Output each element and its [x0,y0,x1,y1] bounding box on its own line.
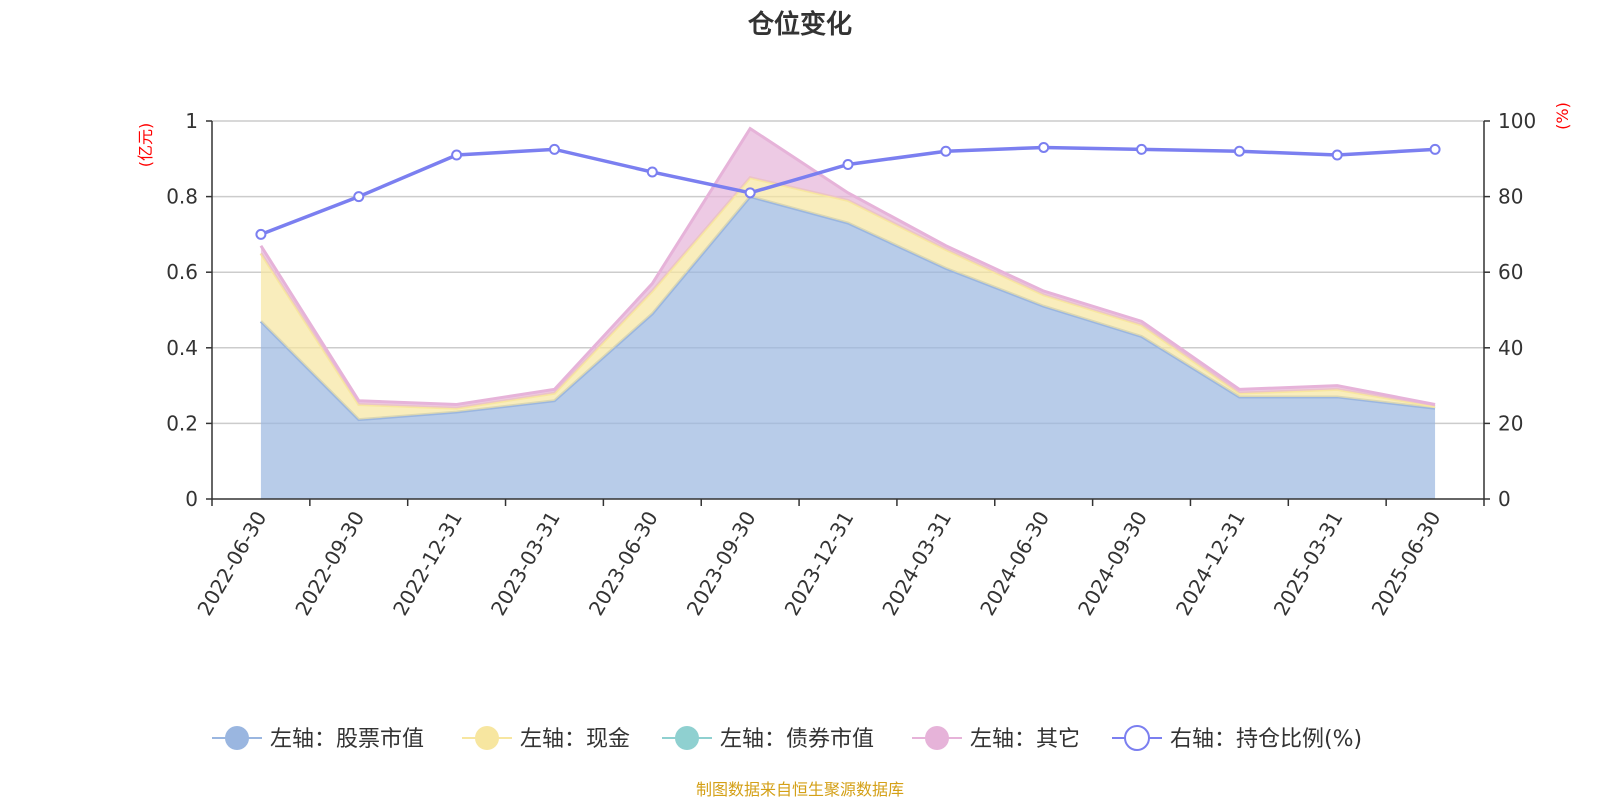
legend-label: 左轴：债券市值 [720,727,874,752]
x-tick-label: 2024-03-31 [877,507,956,620]
x-tick-label: 2025-03-31 [1269,507,1348,620]
legend-marker [475,726,499,750]
legend-marker [225,726,249,750]
area-line-3 [259,126,1436,407]
legend[interactable]: 左轴：股票市值 左轴：现金 左轴：债券市值 左轴：其它 右轴：持仓比例(%) [212,725,1362,752]
x-tick-label: 2025-06-30 [1367,507,1446,620]
x-tick-label: 2022-12-31 [388,507,467,620]
data-point [842,158,854,170]
right-tick-label: 80 [1498,185,1523,209]
data-point [548,143,560,155]
area-1 [260,177,1436,420]
left-tick-label: 1 [185,109,198,133]
left-tick-label: 0.8 [166,185,198,209]
position-ratio-line [255,141,1441,240]
x-tick-label: 2023-06-30 [584,507,663,620]
legend-marker [675,726,699,750]
chart-title: 仓位变化 [747,9,852,40]
x-tick-label: 2023-03-31 [486,507,565,620]
right-tick-label: 40 [1498,336,1523,360]
legend-label: 左轴：其它 [970,727,1080,752]
x-tick-label: 2023-12-31 [779,507,858,620]
right-tick-label: 100 [1498,109,1536,133]
right-tick-label: 20 [1498,411,1523,435]
x-tick-label: 2024-12-31 [1171,507,1250,620]
left-axis-unit: (亿元) [136,123,155,168]
data-point [1331,149,1343,161]
legend-marker [1124,725,1150,751]
data-point [646,166,658,178]
left-tick-label: 0 [185,487,198,511]
left-tick-label: 0.6 [166,260,198,284]
legend-label: 左轴：股票市值 [270,727,424,752]
data-point [255,228,267,240]
data-point [1038,141,1050,153]
x-tick-label: 2022-06-30 [192,507,271,620]
right-tick-label: 0 [1498,487,1511,511]
data-point [451,149,463,161]
legend-item[interactable]: 左轴：其它 [912,726,1080,752]
legend-label: 左轴：现金 [520,727,630,752]
source-note: 制图数据来自恒生聚源数据库 [696,780,904,799]
data-point [940,145,952,157]
left-tick-label: 0.4 [166,336,198,360]
data-point [744,187,756,199]
x-tick-label: 2024-06-30 [975,507,1054,620]
data-point [1233,145,1245,157]
data-point [1136,143,1148,155]
legend-item[interactable]: 左轴：股票市值 [212,726,424,752]
legend-item[interactable]: 右轴：持仓比例(%) [1112,725,1362,752]
right-axis-unit: (%) [1553,102,1572,130]
x-tick-label: 2023-09-30 [682,507,761,620]
x-tick-label: 2024-09-30 [1073,507,1152,620]
right-tick-label: 60 [1498,260,1523,284]
legend-marker [925,726,949,750]
data-point [1429,143,1441,155]
data-point [353,191,365,203]
legend-item[interactable]: 左轴：现金 [462,726,630,752]
legend-label: 右轴：持仓比例(%) [1170,727,1362,752]
area-0 [260,196,1436,499]
x-tick-label: 2022-09-30 [290,507,369,620]
left-tick-label: 0.2 [166,411,198,435]
area-series [259,126,1436,499]
legend-item[interactable]: 左轴：债券市值 [662,726,874,752]
